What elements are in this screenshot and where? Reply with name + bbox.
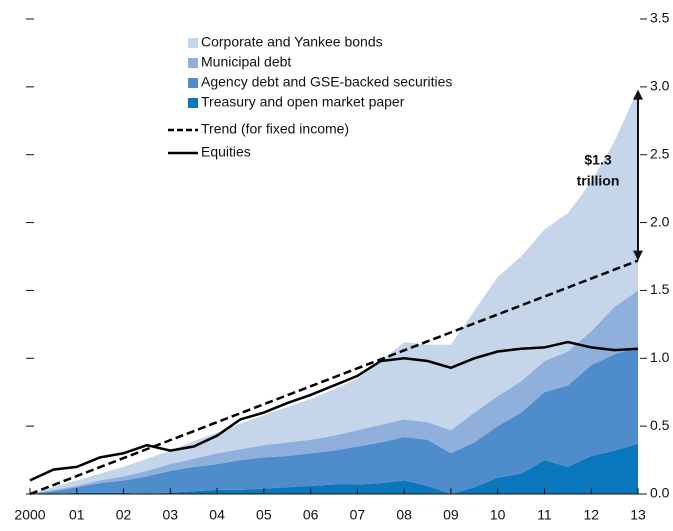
line bbox=[29, 340, 639, 482]
legend-swatch bbox=[188, 38, 198, 48]
legend-swatch bbox=[188, 58, 198, 68]
area bbox=[30, 347, 638, 494]
x-tick-label: 2000 bbox=[14, 507, 45, 523]
area bbox=[30, 290, 638, 494]
line bbox=[29, 259, 639, 496]
arrow-head bbox=[633, 89, 643, 100]
annotation: trillion bbox=[577, 173, 620, 189]
legend-swatch bbox=[188, 98, 198, 108]
x-tick-label: 07 bbox=[350, 507, 366, 523]
legend-label: Trend (for fixed income) bbox=[201, 121, 349, 137]
arrow-head bbox=[633, 250, 643, 261]
annotation: $1.3 bbox=[584, 152, 611, 168]
y-tick-label: 0.0 bbox=[650, 485, 670, 501]
x-tick-label: 01 bbox=[69, 507, 85, 523]
y-tick-label: 0.5 bbox=[650, 417, 670, 433]
x-tick-label: 03 bbox=[163, 507, 179, 523]
legend-label: Treasury and open market paper bbox=[201, 94, 405, 110]
x-tick-label: 08 bbox=[396, 507, 412, 523]
legend-label: Corporate and Yankee bonds bbox=[201, 34, 383, 50]
x-tick-label: 09 bbox=[443, 507, 459, 523]
area bbox=[30, 89, 638, 495]
x-tick-label: 11 bbox=[537, 507, 552, 523]
y-tick-label: 2.5 bbox=[650, 145, 670, 161]
y-tick-label: 1.0 bbox=[650, 349, 670, 365]
legend-label: Equities bbox=[201, 144, 251, 160]
legend-swatch bbox=[188, 78, 198, 88]
area bbox=[30, 443, 638, 494]
x-tick-label: 02 bbox=[116, 507, 132, 523]
x-tick-label: 10 bbox=[490, 507, 506, 523]
y-tick-label: 3.5 bbox=[650, 10, 670, 26]
x-tick-label: 06 bbox=[303, 507, 319, 523]
y-tick-label: 1.5 bbox=[650, 281, 670, 297]
x-tick-label: 05 bbox=[256, 507, 272, 523]
legend-label: Agency debt and GSE-backed securities bbox=[201, 74, 452, 90]
y-tick-label: 3.0 bbox=[650, 78, 670, 94]
y-tick-label: 2.0 bbox=[650, 213, 670, 229]
x-tick-label: 12 bbox=[583, 507, 599, 523]
x-tick-label: 04 bbox=[209, 507, 225, 523]
legend-label: Municipal debt bbox=[201, 54, 291, 70]
x-tick-label: 13 bbox=[630, 507, 646, 523]
